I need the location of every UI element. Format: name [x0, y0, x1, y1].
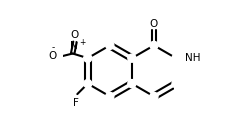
Text: F: F — [73, 98, 79, 108]
Text: -: - — [51, 43, 55, 52]
Text: +: + — [79, 38, 85, 47]
Circle shape — [172, 80, 180, 88]
Circle shape — [84, 54, 92, 62]
Circle shape — [84, 80, 92, 88]
Circle shape — [150, 92, 158, 101]
Circle shape — [106, 92, 114, 101]
Text: N: N — [70, 41, 78, 51]
Text: NH: NH — [185, 53, 201, 63]
Text: O: O — [48, 51, 56, 61]
Circle shape — [106, 41, 114, 50]
Circle shape — [150, 41, 158, 50]
Text: O: O — [150, 19, 158, 29]
Circle shape — [172, 54, 180, 62]
Text: O: O — [71, 30, 79, 40]
Circle shape — [128, 54, 136, 62]
Circle shape — [128, 80, 136, 88]
